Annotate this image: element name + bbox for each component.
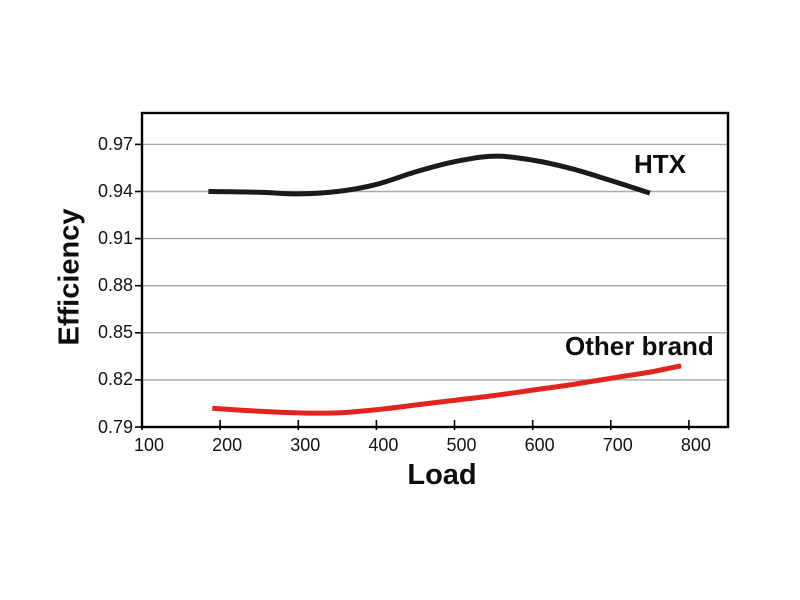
y-tick-label: 0.94 [97, 181, 133, 201]
y-tick-label: 0.97 [97, 133, 133, 154]
x-tick-label: 200 [212, 435, 243, 455]
x-tick-label: 500 [446, 435, 477, 455]
x-tick-label: 800 [680, 435, 711, 455]
y-tick-label: 0.88 [97, 275, 133, 296]
x-tick-label: 100 [133, 435, 165, 455]
htx-line [208, 153, 651, 197]
y-tick-label: 0.85 [97, 322, 133, 343]
x-tick-label: 600 [524, 435, 555, 455]
x-axis-title: Load [407, 459, 477, 491]
y-tick-label: 0.82 [97, 369, 133, 390]
plot-border [140, 111, 730, 429]
y-tick-label: 0.79 [97, 416, 133, 437]
y-axis-title: Efficiency [53, 208, 86, 346]
x-tick-label: 300 [290, 435, 321, 455]
x-tick-label: 700 [602, 435, 633, 455]
series-label-other-brand: Other brand [565, 331, 714, 361]
y-tick-label: 0.91 [97, 228, 133, 249]
x-tick-label: 400 [368, 435, 399, 455]
other-brand-line [212, 363, 682, 416]
series-label-htx: HTX [634, 149, 686, 179]
